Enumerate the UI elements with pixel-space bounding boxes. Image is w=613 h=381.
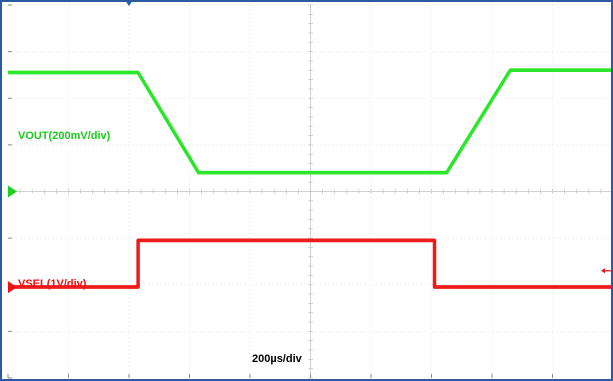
graticule <box>7 4 613 379</box>
trace-vsel <box>8 238 613 289</box>
trace-vout <box>8 68 613 175</box>
ch2-ground-marker <box>8 281 17 294</box>
traces <box>8 68 613 289</box>
trace-noise-vout <box>8 68 613 172</box>
trace-noise-vsel <box>8 238 613 287</box>
timebase-label: 200µs/div <box>252 353 303 365</box>
series-label-vout: VOUT(200mV/div) <box>18 130 111 142</box>
ch1-ground-marker <box>8 185 17 198</box>
trigger-level-arrow <box>601 268 605 274</box>
series-label-vsel: VSEL(1V/div) <box>18 278 87 290</box>
